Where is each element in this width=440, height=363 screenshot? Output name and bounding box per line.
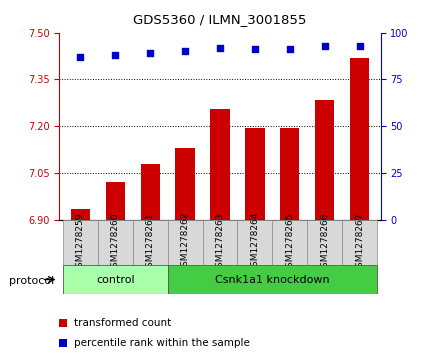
Text: GSM1278267: GSM1278267 xyxy=(355,212,364,273)
Bar xyxy=(63,220,98,265)
Point xyxy=(147,50,154,56)
Point xyxy=(112,52,119,58)
Bar xyxy=(342,220,377,265)
Text: GSM1278259: GSM1278259 xyxy=(76,212,85,273)
Bar xyxy=(71,209,90,220)
Text: protocol: protocol xyxy=(9,276,54,286)
Text: GSM1278261: GSM1278261 xyxy=(146,212,155,273)
Point xyxy=(251,46,258,52)
Bar xyxy=(176,148,194,220)
Bar xyxy=(202,220,238,265)
Bar xyxy=(280,128,300,220)
Bar xyxy=(63,265,168,294)
Point xyxy=(77,54,84,60)
Point xyxy=(182,49,189,54)
Point xyxy=(321,43,328,49)
Bar xyxy=(168,265,377,294)
Text: GSM1278265: GSM1278265 xyxy=(285,212,294,273)
Bar xyxy=(246,128,264,220)
Point xyxy=(216,45,224,50)
Text: GSM1278262: GSM1278262 xyxy=(180,212,190,273)
Point xyxy=(356,43,363,49)
Text: percentile rank within the sample: percentile rank within the sample xyxy=(74,338,250,348)
Text: GDS5360 / ILMN_3001855: GDS5360 / ILMN_3001855 xyxy=(133,13,307,26)
Bar xyxy=(210,109,230,220)
Text: GSM1278264: GSM1278264 xyxy=(250,212,260,273)
Bar xyxy=(350,58,369,220)
Bar xyxy=(133,220,168,265)
Bar xyxy=(307,220,342,265)
Text: GSM1278260: GSM1278260 xyxy=(111,212,120,273)
Bar xyxy=(98,220,133,265)
Text: GSM1278263: GSM1278263 xyxy=(216,212,224,273)
Bar xyxy=(272,220,307,265)
Text: transformed count: transformed count xyxy=(74,318,171,328)
Bar xyxy=(106,182,125,220)
Point xyxy=(286,46,293,52)
Bar xyxy=(140,164,160,220)
Bar xyxy=(315,100,334,220)
Bar xyxy=(168,220,202,265)
Text: Csnk1a1 knockdown: Csnk1a1 knockdown xyxy=(215,274,330,285)
Bar xyxy=(238,220,272,265)
Text: GSM1278266: GSM1278266 xyxy=(320,212,329,273)
Text: control: control xyxy=(96,274,135,285)
